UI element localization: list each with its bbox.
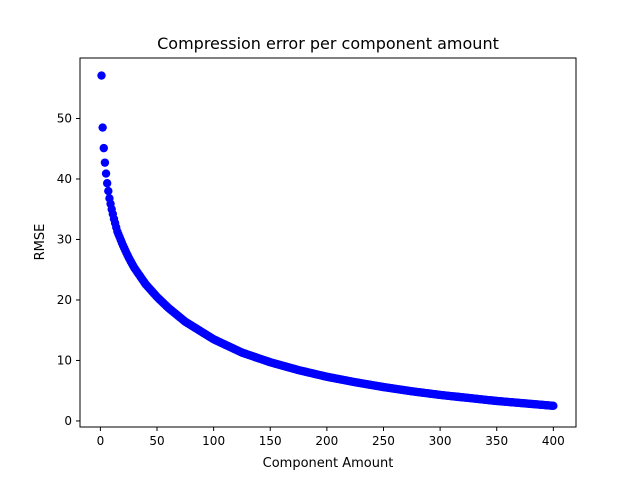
plot-frame (79, 57, 577, 428)
x-tick-label: 400 (542, 434, 565, 448)
data-points (97, 71, 558, 411)
axis-ticks: 0 50 100 150 200 250 300 350 400 0 10 20 30 40 50 (57, 111, 565, 448)
y-tick-label: 0 (64, 414, 72, 428)
y-tick-label: 30 (57, 232, 72, 246)
x-axis-label: Component Amount (263, 456, 394, 471)
data-point (99, 143, 108, 153)
x-tick-label: 50 (149, 434, 164, 448)
data-point (100, 158, 110, 167)
data-point (104, 186, 113, 196)
y-tick-label: 50 (57, 111, 72, 125)
data-point (101, 169, 111, 178)
x-tick-label: 150 (259, 434, 282, 448)
x-tick-label: 300 (429, 434, 452, 448)
data-point (97, 71, 106, 80)
data-point (98, 123, 107, 132)
x-tick-label: 100 (202, 434, 225, 448)
data-point (549, 401, 558, 411)
y-axis-label: RMSE (33, 224, 48, 261)
y-tick-label: 10 (57, 353, 72, 367)
x-tick-label: 350 (485, 434, 508, 448)
y-tick-label: 40 (57, 172, 72, 186)
y-tick-label: 20 (57, 293, 72, 307)
x-tick-label: 0 (97, 434, 105, 448)
chart-title: Compression error per component amount (157, 34, 499, 53)
data-point (102, 179, 112, 188)
x-tick-label: 200 (315, 434, 338, 448)
x-tick-label: 250 (372, 434, 395, 448)
